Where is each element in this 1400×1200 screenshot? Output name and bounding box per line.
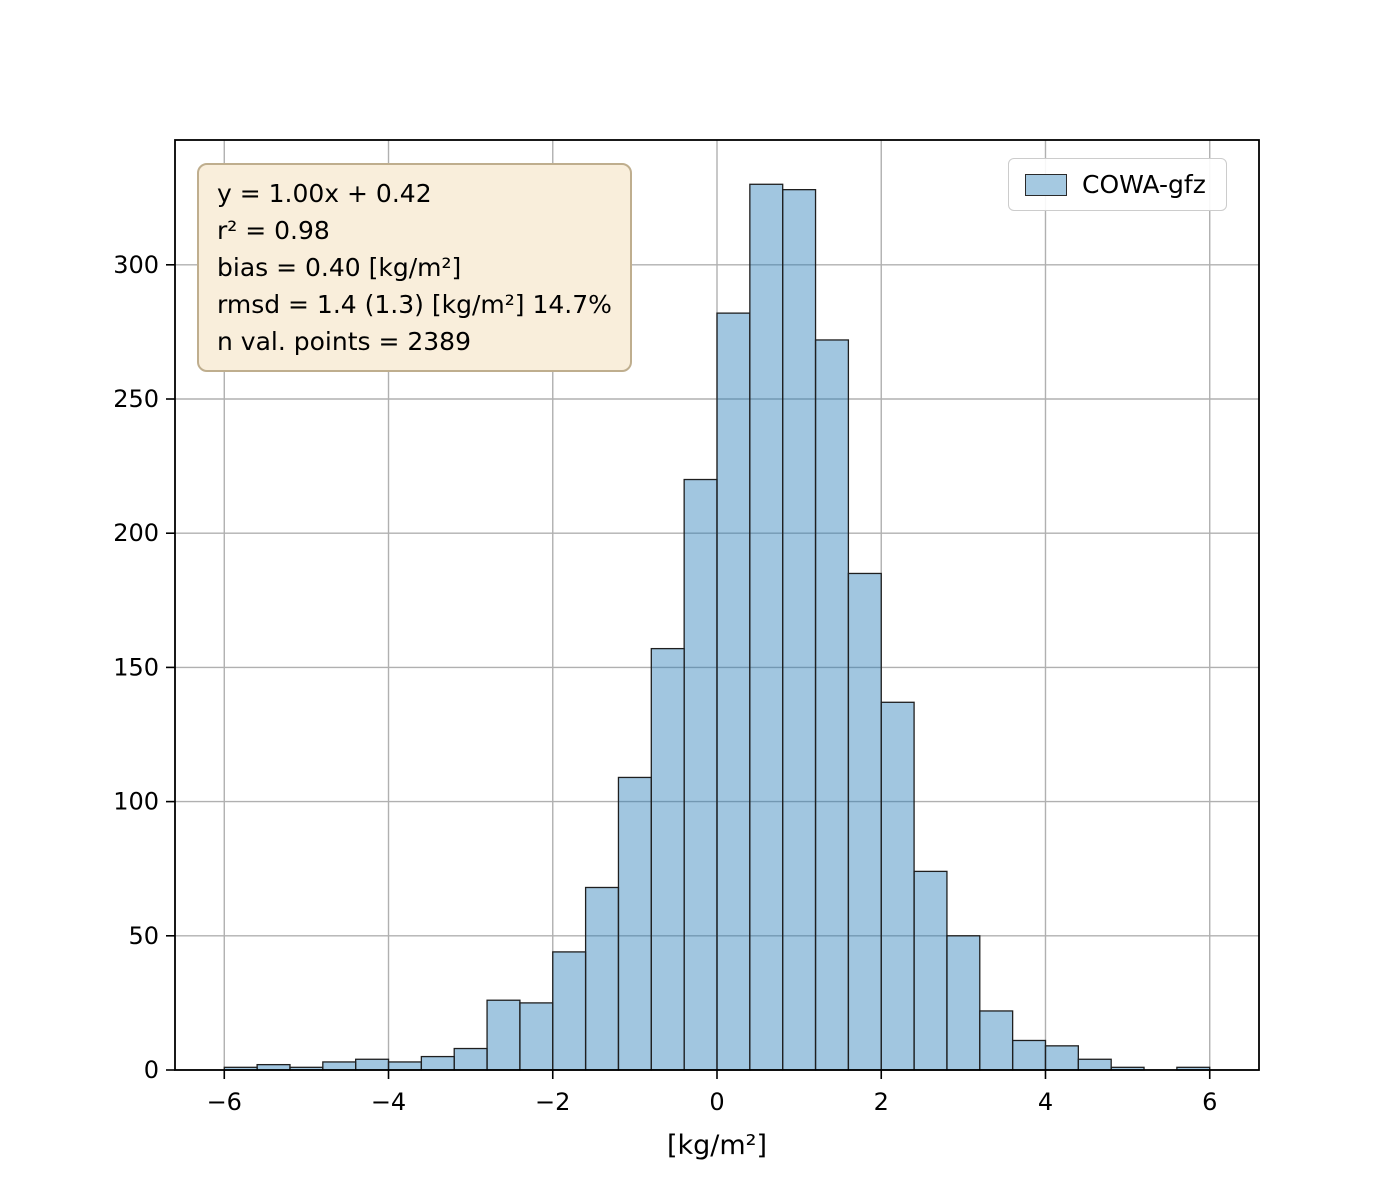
histogram-bar bbox=[1011, 1039, 1047, 1071]
histogram-bar bbox=[749, 183, 784, 1071]
stats-box: y = 1.00x + 0.42 r² = 0.98 bias = 0.40 [… bbox=[197, 163, 632, 372]
histogram-bar bbox=[486, 999, 521, 1071]
stats-line-r2: r² = 0.98 bbox=[217, 216, 330, 245]
tick-marks bbox=[166, 264, 1211, 1079]
stats-line-rmsd: rmsd = 1.4 (1.3) [kg/m²] 14.7% bbox=[217, 290, 612, 319]
x-tick-label: 2 bbox=[874, 1088, 889, 1116]
histogram-bar bbox=[650, 647, 685, 1071]
histogram-bar bbox=[453, 1047, 488, 1071]
histogram-bar bbox=[1044, 1045, 1079, 1071]
y-tick-label: 100 bbox=[113, 788, 159, 816]
histogram-bar bbox=[946, 935, 981, 1071]
histogram-bar bbox=[420, 1055, 455, 1071]
y-tick-label: 200 bbox=[113, 519, 159, 547]
x-tick-label: 6 bbox=[1202, 1088, 1217, 1116]
histogram-bar bbox=[552, 951, 587, 1071]
histogram-bar bbox=[913, 870, 948, 1071]
x-axis-label: [kg/m²] bbox=[667, 1130, 767, 1161]
x-tick-label: −6 bbox=[207, 1088, 242, 1116]
stats-line-bias: bias = 0.40 [kg/m²] bbox=[217, 253, 462, 282]
histogram-bar bbox=[880, 701, 915, 1071]
histogram-bar bbox=[683, 478, 718, 1071]
histogram-bar bbox=[322, 1061, 357, 1071]
histogram-bar bbox=[617, 776, 652, 1071]
y-tick-label: 250 bbox=[113, 385, 159, 413]
histogram-bar bbox=[814, 339, 850, 1071]
histogram-bar bbox=[355, 1058, 390, 1071]
y-tick-label: 150 bbox=[113, 653, 159, 681]
histogram-bar bbox=[782, 189, 817, 1071]
stats-line-npoints: n val. points = 2389 bbox=[217, 327, 471, 356]
x-tick-label: 0 bbox=[709, 1088, 724, 1116]
x-tick-label: −2 bbox=[535, 1088, 570, 1116]
legend-swatch-icon bbox=[1025, 173, 1067, 196]
histogram-bar bbox=[979, 1010, 1014, 1071]
y-tick-label: 0 bbox=[144, 1056, 159, 1084]
histogram-bar bbox=[847, 572, 882, 1071]
stats-line-fit: y = 1.00x + 0.42 bbox=[217, 179, 432, 208]
histogram-bar bbox=[387, 1061, 423, 1071]
legend: COWA-gfz bbox=[1008, 158, 1227, 211]
x-tick-label: −4 bbox=[371, 1088, 406, 1116]
histogram-bar bbox=[584, 886, 620, 1071]
histogram-bars bbox=[223, 183, 1211, 1071]
tick-labels: −6 −4 −2 0 2 4 6 0 50 100 150 200 250 300 bbox=[113, 251, 1217, 1116]
legend-label: COWA-gfz bbox=[1082, 170, 1206, 199]
histogram-bar bbox=[716, 312, 751, 1071]
histogram-bar bbox=[519, 1002, 554, 1071]
x-tick-label: 4 bbox=[1038, 1088, 1053, 1116]
y-tick-label: 50 bbox=[128, 922, 159, 950]
y-tick-label: 300 bbox=[113, 251, 159, 279]
histogram-bar bbox=[1077, 1058, 1112, 1071]
